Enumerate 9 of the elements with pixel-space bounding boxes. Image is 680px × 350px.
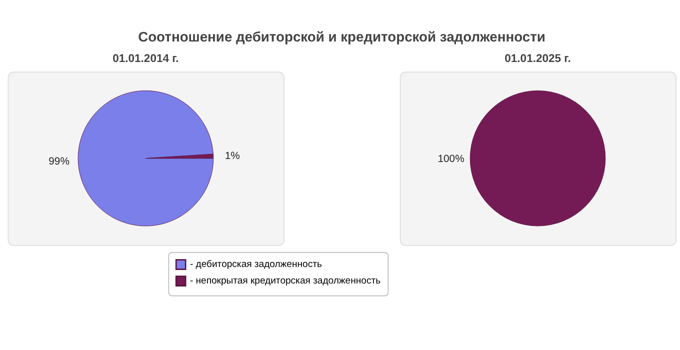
legend-label: - непокрытая кредиторская задолженность bbox=[190, 276, 381, 287]
chart-subtitle: 01.01.2014 г. bbox=[112, 53, 179, 66]
legend-label: - дебиторская задолженность bbox=[190, 259, 322, 270]
data-label: 100% bbox=[438, 154, 464, 165]
chart-subtitle: 01.01.2025 г. bbox=[504, 53, 571, 66]
data-label: 1% bbox=[224, 151, 240, 162]
chart-title: Соотношение дебиторской и кредиторской задолженности bbox=[138, 28, 546, 45]
pie-slice bbox=[78, 90, 214, 226]
data-label: 99% bbox=[48, 156, 70, 168]
